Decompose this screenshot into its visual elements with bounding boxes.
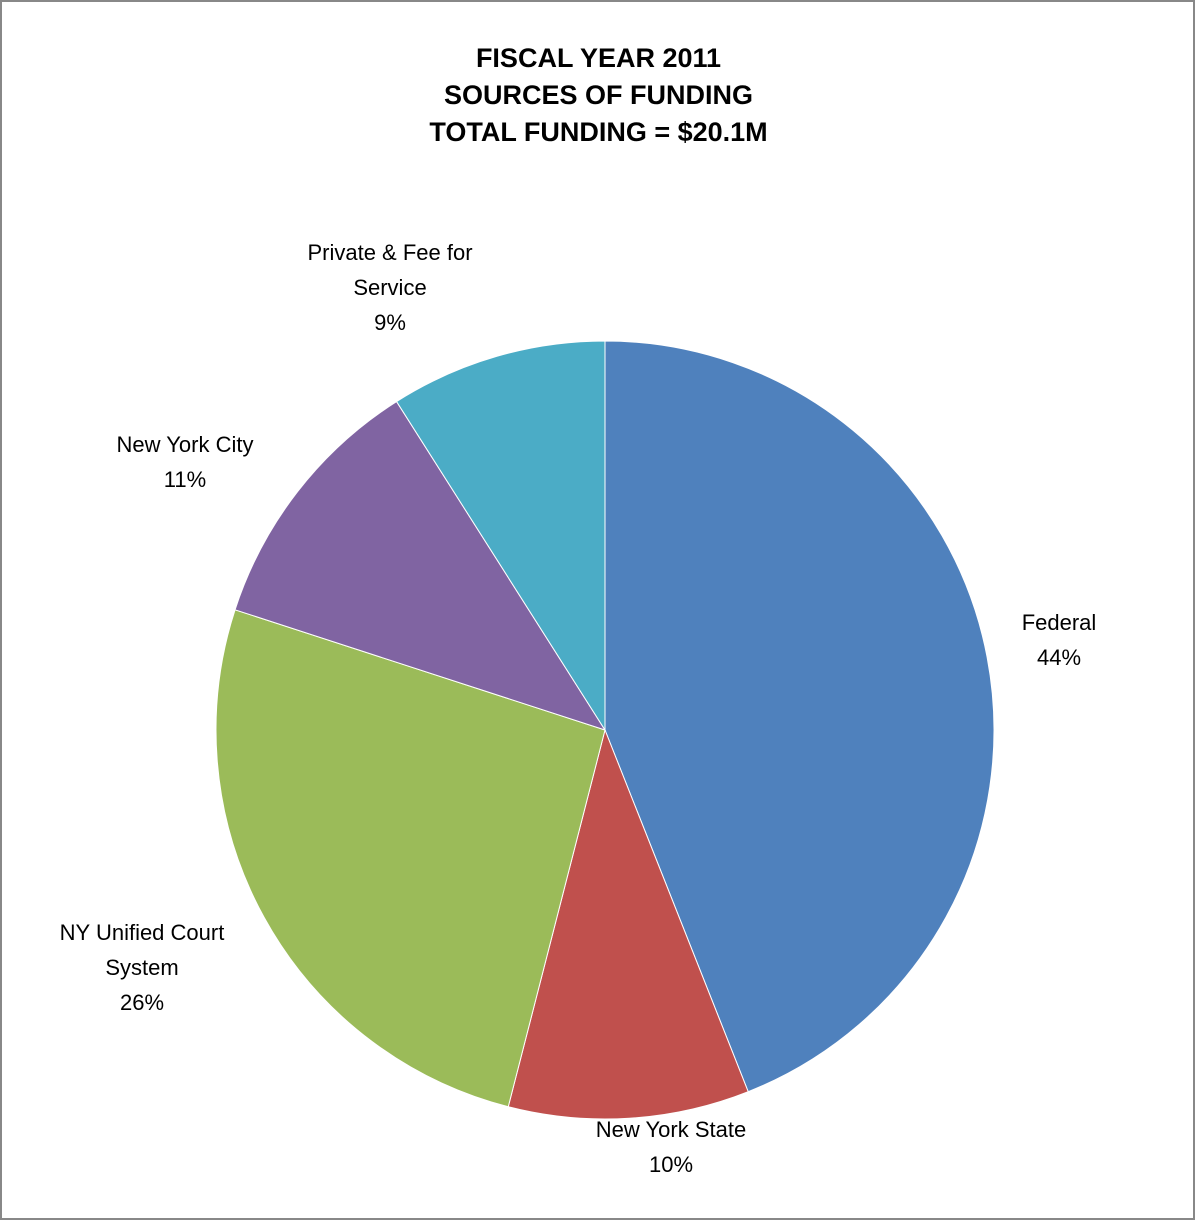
- title-line-1: FISCAL YEAR 2011: [475, 43, 722, 73]
- title-line-3: TOTAL FUNDING = $20.1M: [429, 117, 768, 147]
- data-label-text: System: [105, 955, 179, 980]
- data-label-text: NY Unified Court: [59, 920, 225, 945]
- data-label-federal: Federal 44%: [1022, 605, 1097, 675]
- data-label-percent: 10%: [648, 1152, 694, 1177]
- pie-slice-federal: [604, 340, 995, 1093]
- chart-title: FISCAL YEAR 2011 SOURCES OF FUNDING TOTA…: [0, 40, 1197, 151]
- data-label-text: Federal: [1021, 610, 1097, 635]
- data-label-text: Private & Fee for: [307, 240, 473, 265]
- pie-slice-new-york-city: [234, 400, 607, 731]
- data-label-text: Service: [353, 275, 427, 300]
- data-label-ny-unified-court-system: NY Unified Court System 26%: [60, 915, 225, 1020]
- pie-slice-private-fee-for-service: [395, 340, 606, 732]
- data-label-text: New York City: [116, 432, 254, 457]
- pie-slice-ny-unified-court-system: [215, 609, 606, 1108]
- data-label-new-york-city: New York City 11%: [117, 427, 254, 497]
- data-label-private-fee-for-service: Private & Fee for Service 9%: [307, 235, 472, 340]
- data-label-percent: 11%: [163, 467, 207, 492]
- data-label-new-york-state: New York State 10%: [596, 1112, 746, 1182]
- data-label-percent: 9%: [374, 310, 406, 335]
- data-label-percent: 26%: [119, 990, 165, 1015]
- title-line-2: SOURCES OF FUNDING: [443, 80, 753, 110]
- data-label-percent: 44%: [1036, 645, 1082, 670]
- pie-slice-new-york-state: [507, 728, 749, 1120]
- data-label-text: New York State: [595, 1117, 747, 1142]
